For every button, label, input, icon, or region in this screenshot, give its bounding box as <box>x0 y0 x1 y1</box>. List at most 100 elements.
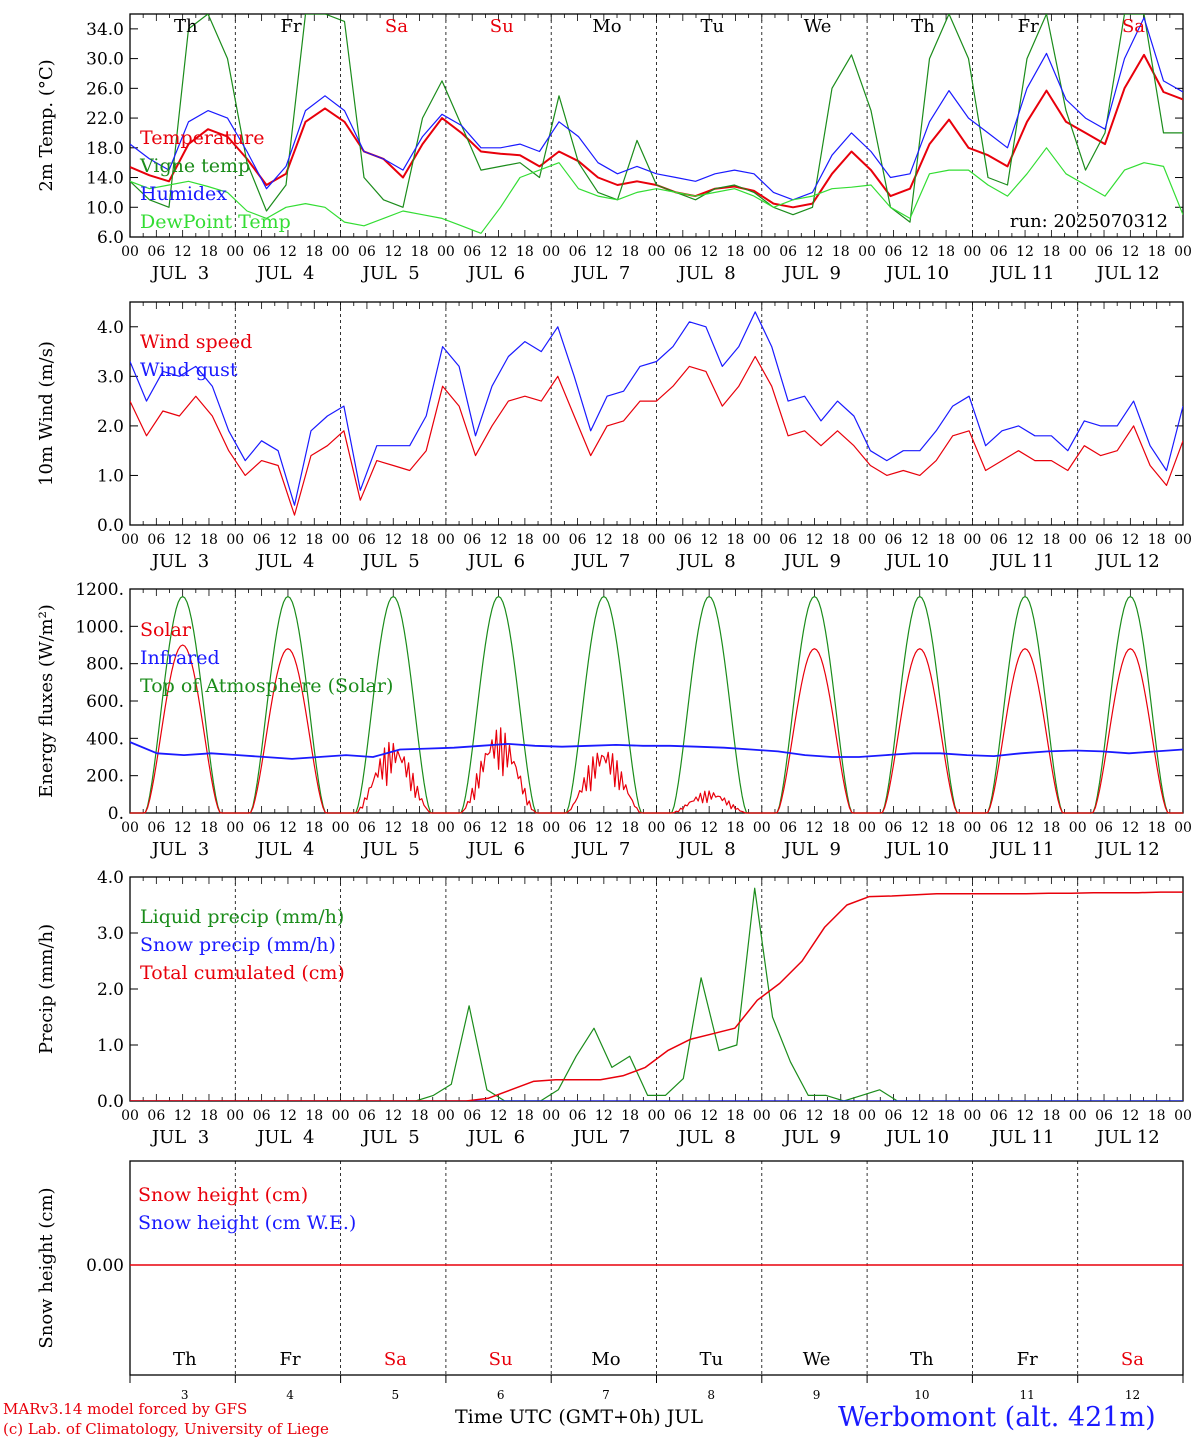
hour-tick-label: 12 <box>806 532 824 548</box>
hour-tick-label: 12 <box>1016 244 1034 260</box>
hour-tick-label: 12 <box>490 532 508 548</box>
hour-tick-label: 18 <box>516 820 534 836</box>
date-label: JUL 6 <box>466 263 525 284</box>
date-label: JUL 10 <box>884 839 949 860</box>
legend-total-cumulated-cm: Total cumulated (cm) <box>140 962 345 984</box>
hour-tick-label: 00 <box>226 820 244 836</box>
hour-tick-label: 12 <box>700 1108 718 1124</box>
hour-tick-label: 18 <box>621 820 639 836</box>
day-label: Fr <box>1017 1349 1038 1370</box>
hour-tick-label: 06 <box>779 820 797 836</box>
hour-tick-label: 00 <box>858 820 876 836</box>
day-label: We <box>803 1349 831 1370</box>
y-tick-label: 2.0 <box>97 980 124 1000</box>
x-axis-label: Time UTC (GMT+0h) JUL <box>455 1406 703 1428</box>
hour-tick-label: 18 <box>200 244 218 260</box>
hour-tick-label: 12 <box>911 532 929 548</box>
hour-tick-label: 06 <box>1095 820 1113 836</box>
hour-tick-label: 00 <box>121 244 139 260</box>
series-vigne-temp <box>130 14 1183 223</box>
date-label: JUL 5 <box>361 839 420 860</box>
day-number: 9 <box>813 1388 821 1402</box>
hour-tick-label: 00 <box>332 532 350 548</box>
hour-tick-label: 06 <box>358 244 376 260</box>
hour-tick-label: 00 <box>1069 1108 1087 1124</box>
y-tick-label: 200. <box>86 767 124 787</box>
hour-tick-label: 06 <box>358 820 376 836</box>
hour-tick-label: 06 <box>1095 244 1113 260</box>
date-label: JUL 8 <box>676 839 735 860</box>
legend-infrared: Infrared <box>140 647 220 669</box>
series-infrared <box>130 741 1183 760</box>
y-tick-label: 10.0 <box>86 198 124 218</box>
hour-tick-label: 00 <box>226 244 244 260</box>
day-number: 5 <box>392 1388 400 1402</box>
hour-tick-label: 00 <box>121 820 139 836</box>
hour-tick-label: 18 <box>1042 532 1060 548</box>
hour-tick-label: 12 <box>384 532 402 548</box>
hour-tick-label: 06 <box>990 532 1008 548</box>
day-label: We <box>804 16 832 37</box>
hour-tick-label: 06 <box>885 532 903 548</box>
panel-3: Energy fluxes (W/m²) 0. 200. 400. 600. 800. 10… <box>36 580 1192 860</box>
hour-tick-label: 06 <box>779 244 797 260</box>
hour-tick-label: 18 <box>305 820 323 836</box>
hour-tick-label: 12 <box>174 1108 192 1124</box>
hour-tick-label: 12 <box>911 1108 929 1124</box>
hour-tick-label: 18 <box>727 1108 745 1124</box>
hour-tick-label: 12 <box>1121 820 1139 836</box>
y-tick-label: 2.0 <box>97 417 124 437</box>
hour-tick-label: 12 <box>490 1108 508 1124</box>
date-label: JUL 7 <box>571 263 630 284</box>
y-tick-label: 600. <box>86 692 124 712</box>
hour-tick-label: 00 <box>437 532 455 548</box>
date-label: JUL 6 <box>466 839 525 860</box>
series-total-cumulated-cm- <box>130 891 1183 1101</box>
date-label: JUL 12 <box>1095 1127 1160 1148</box>
date-label: JUL 12 <box>1095 839 1160 860</box>
date-label: JUL 10 <box>884 1127 949 1148</box>
date-label: JUL 11 <box>989 263 1054 284</box>
hour-tick-label: 12 <box>174 820 192 836</box>
hour-tick-label: 00 <box>1069 532 1087 548</box>
day-label: Th <box>174 16 198 37</box>
date-label: JUL 9 <box>782 551 841 572</box>
day-number: 6 <box>497 1388 505 1402</box>
legend-wind-gust: Wind gust <box>140 359 238 381</box>
legend-dewpoint-temp: DewPoint Temp <box>140 211 291 233</box>
date-label: JUL 4 <box>255 1127 314 1148</box>
hour-tick-label: 00 <box>963 532 981 548</box>
date-label: JUL 3 <box>150 839 209 860</box>
hour-tick-label: 06 <box>569 820 587 836</box>
hour-tick-label: 00 <box>753 820 771 836</box>
hour-tick-label: 00 <box>648 1108 666 1124</box>
hour-tick-label: 06 <box>358 1108 376 1124</box>
day-label: Su <box>490 16 514 37</box>
day-label: Tu <box>699 1349 723 1370</box>
date-label: JUL 6 <box>466 1127 525 1148</box>
y-tick-label: 14.0 <box>86 169 124 189</box>
hour-tick-label: 12 <box>279 532 297 548</box>
model-credit: MARv3.14 model forced by GFS <box>3 1400 248 1418</box>
day-label: Tu <box>701 16 725 37</box>
hour-tick-label: 06 <box>253 532 271 548</box>
date-label: JUL 12 <box>1095 263 1160 284</box>
hour-tick-label: 06 <box>885 244 903 260</box>
hour-tick-label: 00 <box>963 244 981 260</box>
series-liquid-precip-mm-h- <box>130 887 1183 1101</box>
hour-tick-label: 18 <box>937 1108 955 1124</box>
panel-1: 2m Temp. (°C) 6.0 10.0 14.0 18.0 22.0 26.0 30.0… <box>36 13 1192 284</box>
hour-tick-label: 12 <box>1121 1108 1139 1124</box>
hour-tick-label: 06 <box>569 1108 587 1124</box>
y-tick-label: 1.0 <box>97 466 124 486</box>
hour-tick-label: 06 <box>253 820 271 836</box>
hour-tick-label: 00 <box>542 1108 560 1124</box>
hour-tick-label: 00 <box>332 244 350 260</box>
y-tick-label: 1200. <box>75 580 124 600</box>
hour-tick-label: 12 <box>911 244 929 260</box>
hour-tick-label: 18 <box>832 244 850 260</box>
series-wind-speed <box>130 355 1183 516</box>
hour-tick-label: 12 <box>700 820 718 836</box>
hour-tick-label: 06 <box>147 820 165 836</box>
date-label: JUL 8 <box>676 1127 735 1148</box>
